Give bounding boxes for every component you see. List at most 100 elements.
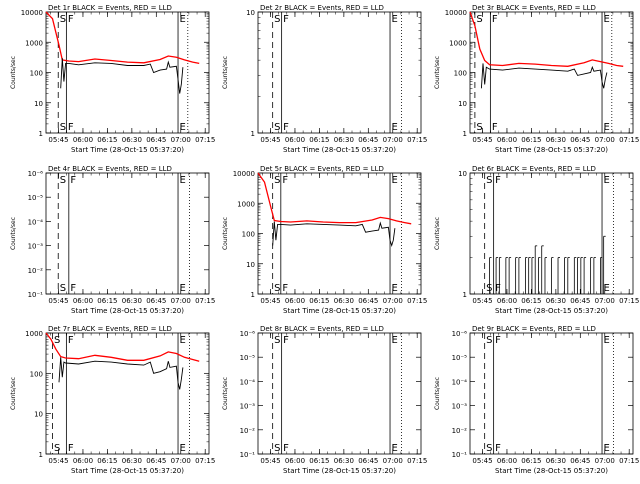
panel-title: Det 4r BLACK = Events, RED = LLD [48,165,172,173]
y-axis-title: Counts/sec [222,377,229,410]
x-tick-label: 07:00 [171,136,191,144]
x-tick-label: 07:15 [407,297,427,305]
marker-label-bottom: F [68,443,74,454]
marker-label-bottom: S [60,122,66,133]
marker-label-bottom: E [392,443,398,454]
lld-series-line [45,332,200,362]
marker-label-top: F [495,335,501,346]
x-tick-label: 07:15 [619,297,639,305]
y-tick-label: 10⁻³ [452,403,468,411]
x-tick-label: 06:15 [309,297,329,305]
marker-label-bottom: E [604,122,610,133]
y-tick-label: 100 [454,70,467,78]
marker-label-top: S [60,175,66,186]
y-tick-label: 100 [242,231,255,239]
x-axis-title: Start Time (28-Oct-15 05:37:20) [71,307,184,315]
marker-label-bottom: F [492,122,498,133]
events-series-line [272,221,396,248]
x-tick-label: 06:15 [521,136,541,144]
x-tick-label: 06:45 [570,297,590,305]
panel-det7: Det 7r BLACK = Events, RED = LLD 05:45 06:… [10,325,215,475]
y-tick-label: 100 [30,70,43,78]
x-tick-label: 06:45 [358,457,378,465]
marker-label-top: S [274,335,280,346]
x-tick-label: 05:45 [48,136,68,144]
panel-det9: Det 9r BLACK = Events, RED = LLD 05:45 06:… [434,325,639,475]
marker-label-bottom: E [392,283,398,294]
events-series-line [58,357,184,390]
marker-label-bottom: E [180,443,186,454]
marker-label-top: F [70,175,76,186]
y-tick-label: 1000 [449,39,467,47]
panel-title: Det 7r BLACK = Events, RED = LLD [48,325,172,333]
y-tick-label: 1000 [25,330,43,338]
y-tick-label: 10⁻⁵ [452,354,468,362]
panel-title: Det 5r BLACK = Events, RED = LLD [260,165,384,173]
x-tick-label: 06:30 [334,297,354,305]
y-tick-label: 1000 [25,39,43,47]
lld-series-line [45,11,200,65]
y-axis-title: Counts/sec [10,217,17,250]
x-tick-label: 05:45 [472,297,492,305]
x-tick-label: 06:15 [97,457,117,465]
marker-label-top: S [476,14,482,25]
plot-frame [469,11,634,134]
y-tick-label: 10⁻¹ [28,291,44,299]
marker-label-bottom: E [604,443,610,454]
marker-label-bottom: S [274,122,280,133]
x-axis-title: Start Time (28-Oct-15 05:37:20) [283,146,396,154]
panel-det8: Det 8r BLACK = Events, RED = LLD 05:45 06:… [222,325,427,475]
marker-label-bottom: E [392,122,398,133]
y-tick-label: 100 [30,370,43,378]
x-tick-label: 06:00 [497,457,517,465]
y-tick-label: 1 [251,291,255,299]
x-tick-label: 06:45 [358,297,378,305]
y-tick-label: 1 [463,130,467,138]
y-tick-label: 10000 [233,170,255,178]
plot-frame [45,11,210,134]
y-tick-label: 1 [39,130,43,138]
x-tick-label: 07:15 [407,457,427,465]
x-tick-label: 06:15 [309,136,329,144]
x-tick-label: 06:45 [146,136,166,144]
x-tick-label: 07:00 [383,457,403,465]
y-tick-label: 10 [246,9,255,17]
x-tick-label: 06:30 [122,457,142,465]
x-tick-label: 06:00 [497,136,517,144]
marker-label-bottom: S [274,283,280,294]
marker-label-top: F [282,175,288,186]
panel-det4: Det 4r BLACK = Events, RED = LLD 05:45 06:… [10,165,215,315]
plot-frame [257,11,422,134]
marker-label-bottom: S [60,283,66,294]
x-tick-label: 06:30 [122,297,142,305]
marker-label-top: F [68,335,74,346]
panel-title: Det 2r BLACK = Events, RED = LLD [260,4,384,12]
y-tick-label: 10⁻³ [28,243,44,251]
x-axis-title: Start Time (28-Oct-15 05:37:20) [71,146,184,154]
y-tick-label: 10 [34,100,43,108]
x-tick-label: 07:15 [195,136,215,144]
x-tick-label: 06:30 [546,136,566,144]
marker-label-top: F [68,14,74,25]
marker-label-top: E [392,175,398,186]
x-tick-label: 07:15 [619,136,639,144]
y-tick-label: 10 [34,411,43,419]
x-tick-label: 06:45 [570,136,590,144]
y-tick-label: 10⁻⁴ [28,218,44,226]
y-axis-title: Counts/sec [222,217,229,250]
panel-det5: Det 5r BLACK = Events, RED = LLD 05:45 06:… [222,165,427,315]
marker-label-bottom: F [495,283,501,294]
x-tick-label: 07:00 [171,297,191,305]
y-tick-label: 10⁻⁶ [452,330,468,338]
marker-label-top: S [60,14,66,25]
x-tick-label: 05:45 [48,297,68,305]
y-tick-label: 10⁻⁴ [452,378,468,386]
marker-label-bottom: S [486,443,492,454]
marker-label-top: E [604,175,610,186]
panel-det6: Det 6r BLACK = Events, RED = LLD 05:45 06:… [434,165,639,315]
plot-frame [257,332,422,455]
marker-label-bottom: S [274,443,280,454]
events-series-line [60,58,184,94]
